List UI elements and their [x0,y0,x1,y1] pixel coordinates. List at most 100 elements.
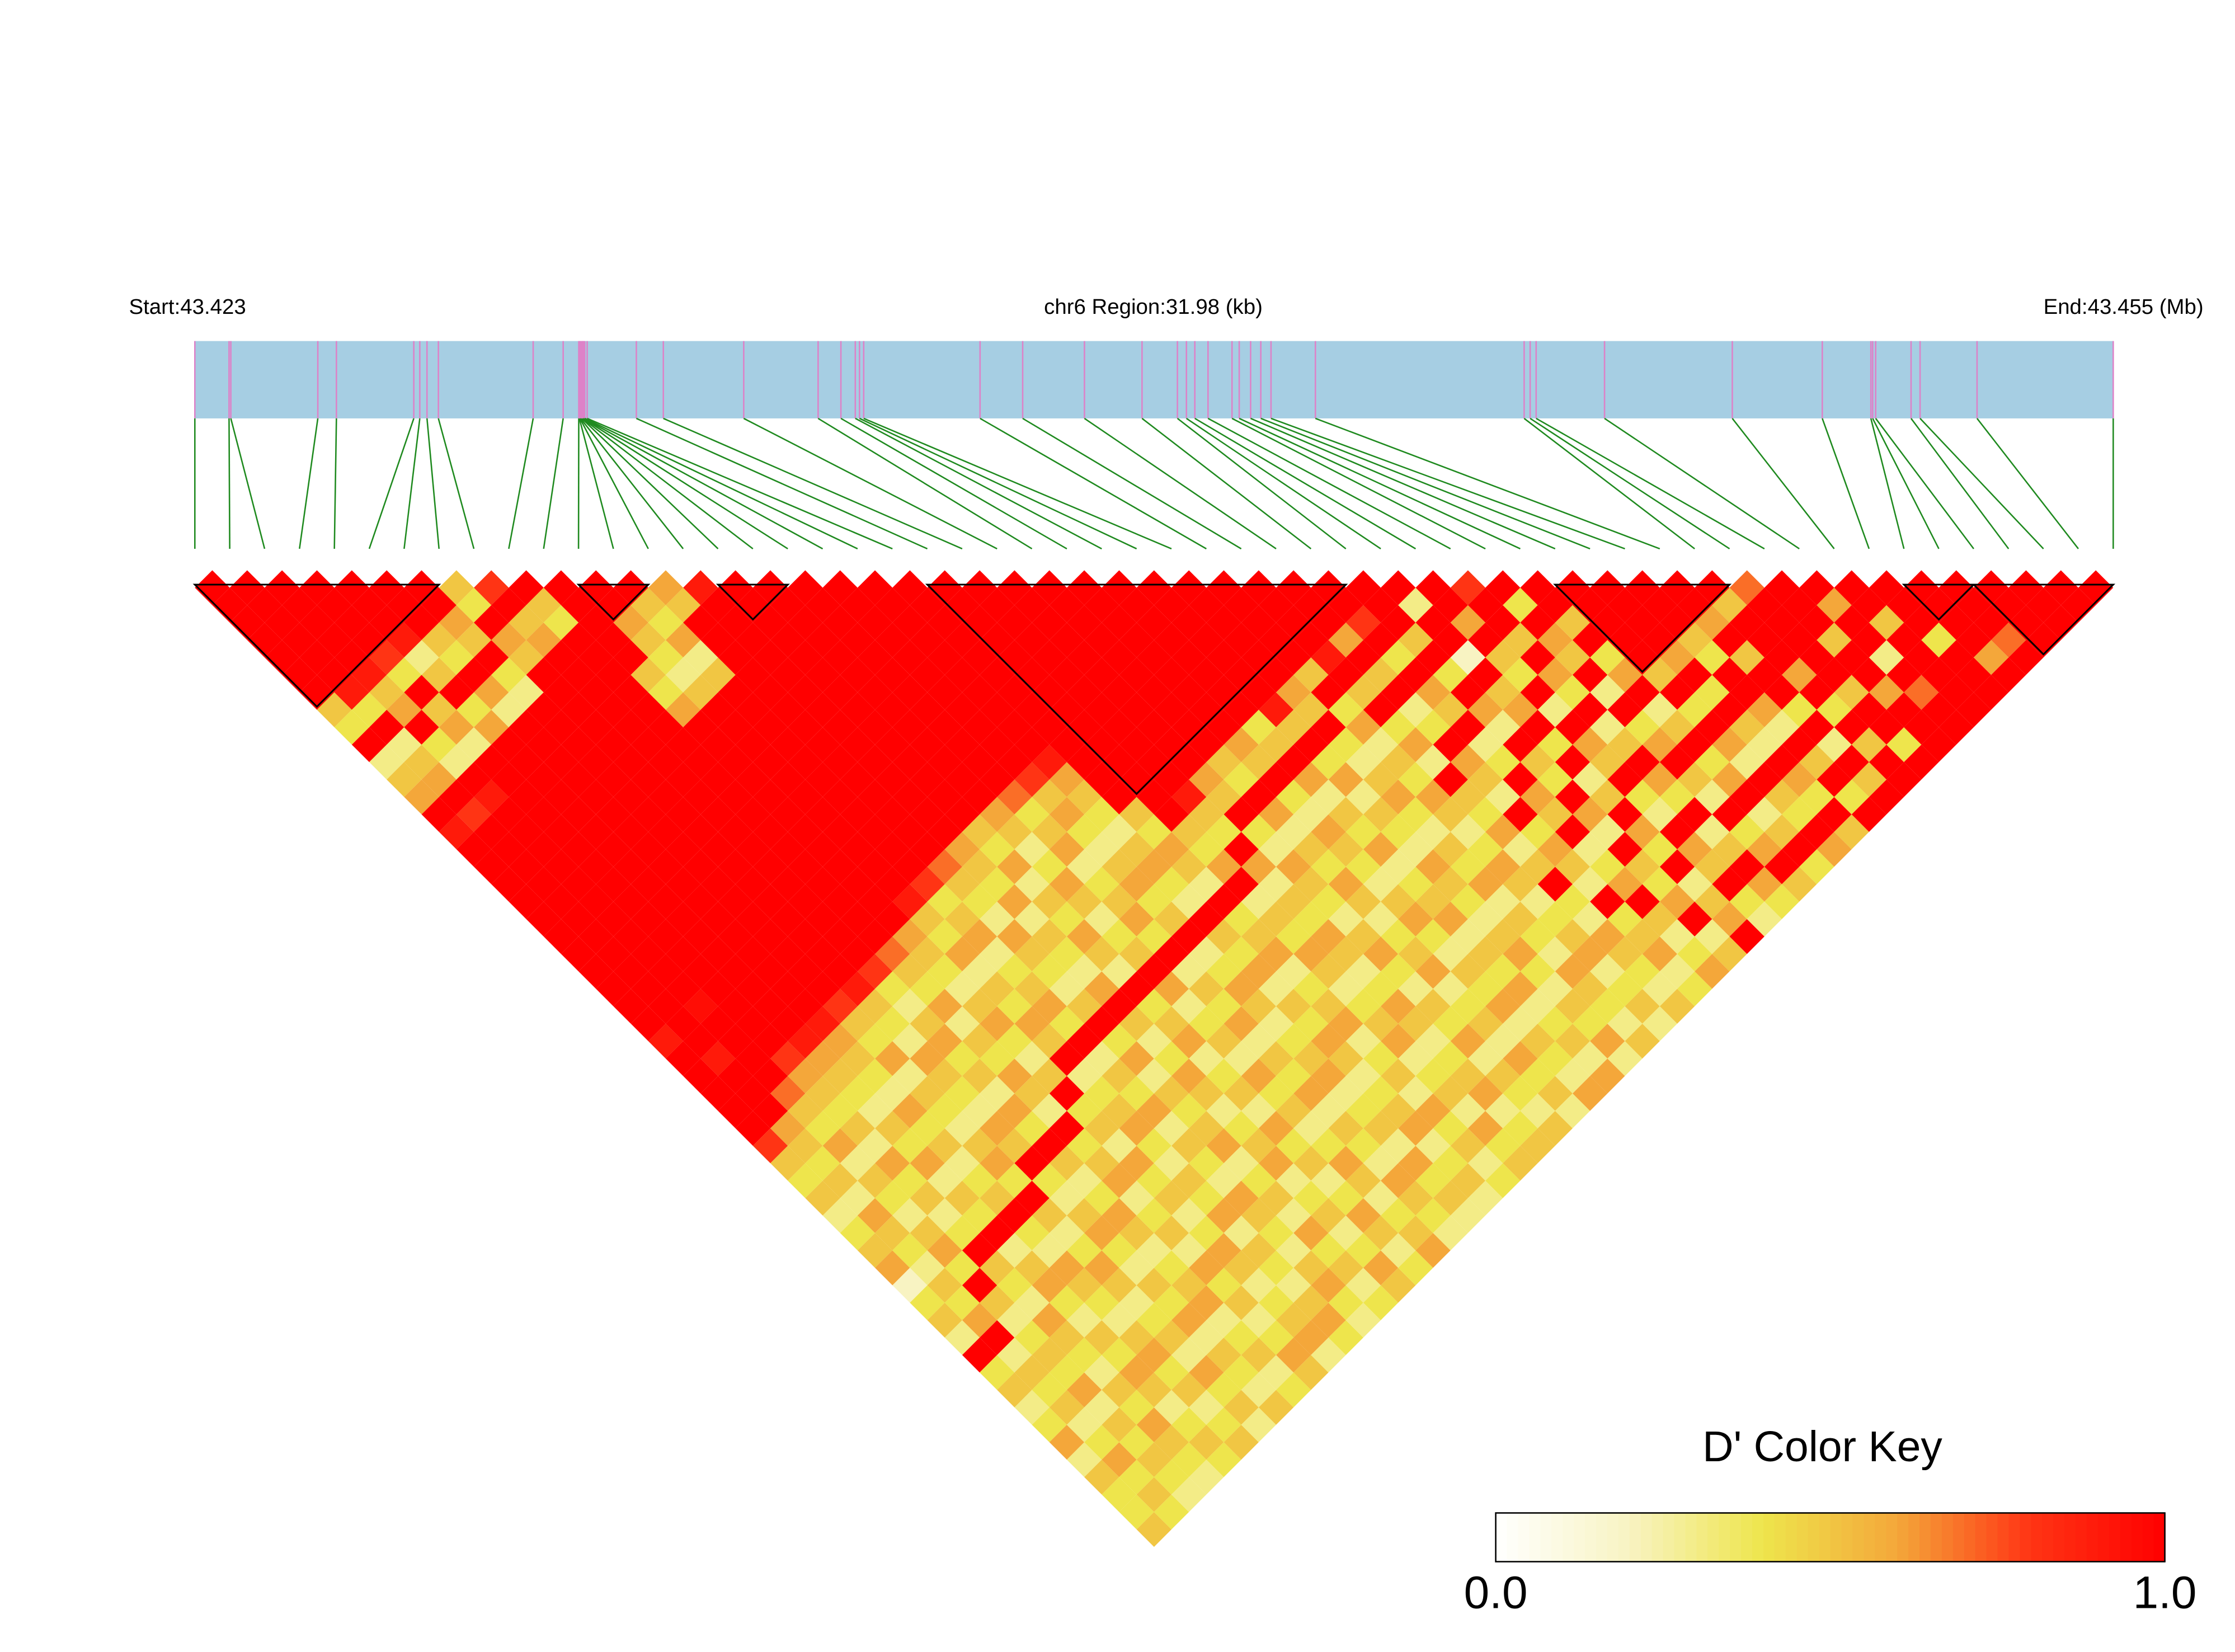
color-key-step [2120,1513,2132,1562]
ld-cell [962,709,997,745]
ld-cell [1555,745,1591,780]
ld-cell [1328,867,1363,902]
ld-cell [1904,675,1939,710]
snp-connector [333,418,337,549]
ld-cell [1014,1180,1050,1216]
ld-cell [1973,675,2009,710]
ld-cell [1398,1215,1433,1251]
ld-cell [892,1163,928,1198]
ld-cell [526,831,561,867]
ld-cell [1695,814,1730,850]
ld-cell [1555,640,1591,675]
ld-cell [1834,745,1869,780]
ld-cell [1224,971,1259,1006]
snp-connector [1919,418,2044,549]
ld-cell [1625,605,1660,641]
ld-cell [1642,936,1677,972]
ld-cell [1398,1180,1433,1216]
ld-cell [247,587,283,623]
ld-cell [1293,1180,1329,1216]
ld-cell [1834,709,1869,745]
color-key-step [1518,1513,1530,1562]
ld-cell [1224,867,1259,902]
ld-cell [1136,1232,1171,1268]
ld-cell [892,954,928,989]
ld-cell [1258,1006,1294,1042]
ld-cell [1642,901,1677,937]
ld-cell [1258,867,1294,902]
ld-cell [1189,1110,1224,1146]
snp-connector [579,418,649,549]
ld-cell [1799,779,1834,815]
ld-cell [1450,605,1486,641]
ld-cell [1258,1215,1294,1251]
ld-cell [1520,570,1555,605]
color-key-step [1796,1513,1809,1562]
ld-cell [1485,1058,1521,1094]
ld-cell [1258,831,1294,867]
ld-cell [1433,762,1468,797]
ld-cell [1345,1163,1381,1198]
ld-cell [1590,1023,1625,1059]
ld-cell [1729,919,1765,954]
ld-cell [578,745,614,780]
color-key-step [1752,1513,1765,1562]
ld-cell [1258,1076,1294,1111]
ld-cell [1224,1006,1259,1042]
ld-cell [1642,831,1677,867]
ld-cell [1695,640,1730,675]
ld-cell [1450,989,1486,1024]
ld-cell [1189,971,1224,1006]
ld-cell [718,709,753,745]
ld-cell [1450,570,1486,605]
ld-cell [1258,1355,1294,1390]
ld-cell [1189,692,1224,727]
ld-cell [1869,709,1904,745]
ld-cell [1345,814,1381,850]
ld-cell [1729,814,1765,850]
ld-cell [1224,1250,1259,1286]
ld-cell [1224,622,1259,658]
ld-cell [1136,1407,1171,1443]
ld-cell [1328,1076,1363,1111]
ld-cell [1258,1041,1294,1076]
snp-connector [1250,417,1556,550]
ld-cell [1433,727,1468,763]
ld-cell [1590,849,1625,884]
ld-cell [910,867,945,902]
ld-cell [1625,919,1660,954]
color-key-step [1563,1513,1575,1562]
ld-cell [1433,971,1468,1006]
ld-cell [1293,936,1329,972]
ld-cell [1328,797,1363,832]
ld-cell [1171,1337,1207,1373]
color-key-step [1997,1513,2010,1562]
color-key-step [1975,1513,1987,1562]
ld-cell [1799,570,1834,605]
ld-cell [1642,622,1677,658]
ld-cell [1485,1093,1521,1128]
snp-connector [663,417,963,550]
ld-cell [1433,936,1468,972]
ld-cell [1869,570,1904,605]
ld-cell [1189,1355,1224,1390]
color-key-step [1574,1513,1586,1562]
ld-cell [1084,1180,1119,1216]
ld-cell [805,1180,840,1216]
color-key-step [2076,1513,2088,1562]
ld-cell [1695,919,1730,954]
ld-cell [509,709,544,745]
ld-cell [1224,1424,1259,1460]
heatmap-cells [195,570,2114,1547]
ld-cell [1136,709,1171,745]
ld-cell [1590,675,1625,710]
ld-cell [1642,727,1677,763]
ld-blocks [192,583,2116,796]
snp-connector [855,417,1102,550]
ld-cell [1485,570,1521,605]
ld-cell [1904,605,1939,641]
ld-cell [1450,1023,1486,1059]
ld-cell [1520,1058,1555,1094]
color-key-tick-label: 1.0 [2133,1568,2197,1618]
ld-cell [875,1180,910,1216]
